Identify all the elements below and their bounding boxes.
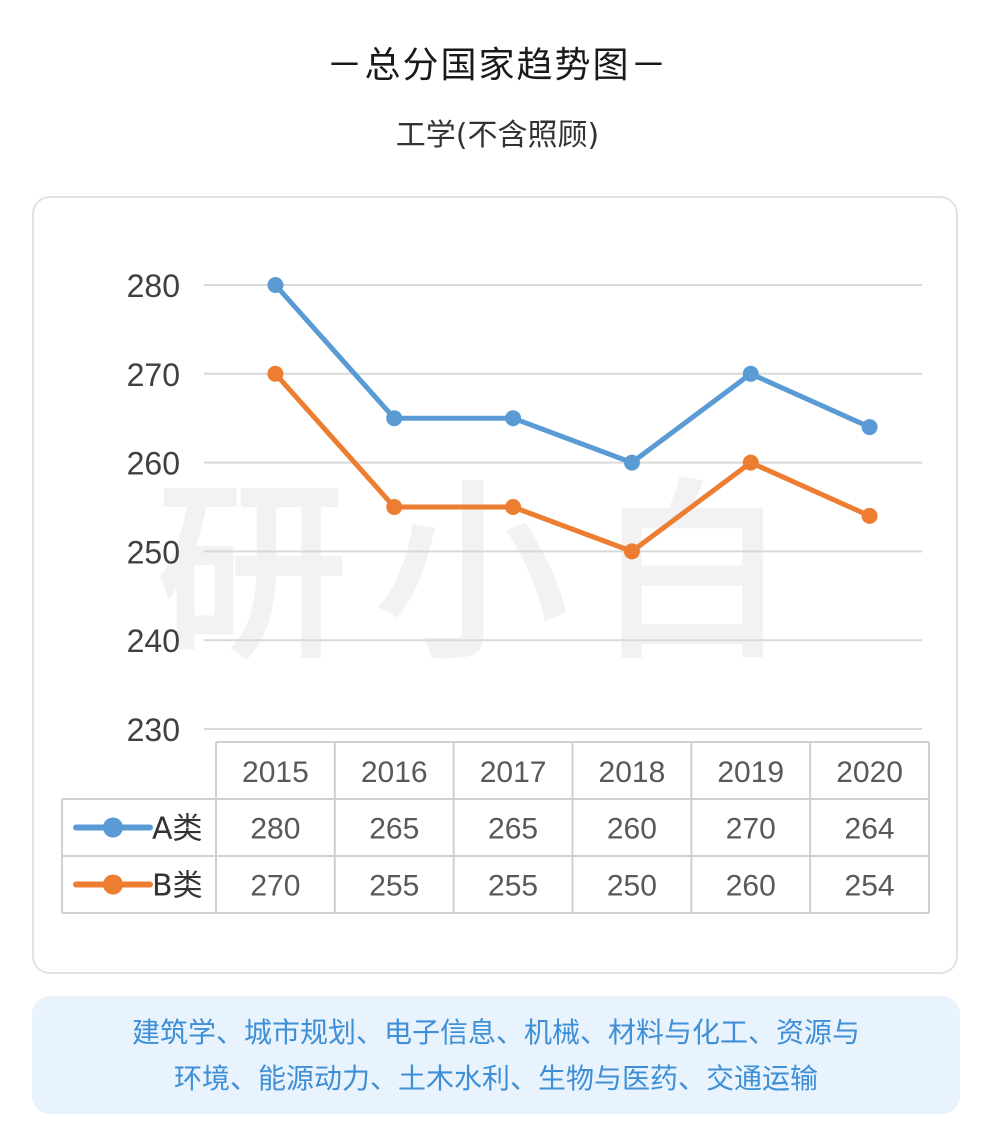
data-point-1 (267, 365, 284, 382)
data-label: 250 (607, 870, 657, 903)
legend-label: A类 (152, 812, 203, 847)
data-point-0 (267, 277, 284, 293)
data-point-1 (386, 499, 403, 515)
y-tick-label: 280 (127, 268, 180, 304)
data-label: 255 (369, 870, 419, 903)
data-label: 265 (488, 813, 538, 846)
data-label: 280 (250, 813, 300, 846)
chart-card (32, 196, 958, 974)
legend-marker-1 (103, 874, 123, 895)
data-point-0 (386, 410, 403, 427)
data-label: 260 (607, 813, 657, 846)
data-point-0 (861, 419, 878, 436)
data-point-1 (505, 499, 522, 515)
majors-note-line-2: 环境、能源动力、土木水利、生物与医药、交通运输 (173, 1062, 818, 1095)
legend-marker-0 (103, 817, 123, 838)
watermark-text: 研小白 (157, 464, 817, 685)
data-point-0 (623, 454, 640, 471)
data-point-1 (623, 543, 640, 560)
data-label: 270 (726, 813, 776, 846)
y-tick-label: 250 (127, 534, 180, 570)
series-line-0 (272, 282, 873, 466)
chart-subtitle: 工学(不含照顾) (395, 118, 600, 153)
data-label: 265 (369, 813, 419, 846)
x-tick-label: 2018 (599, 756, 666, 789)
majors-note: 建筑学、城市规划、电子信息、机械、材料与化工、资源与 环境、能源动力、土木水利、… (32, 996, 960, 1114)
x-tick-label: 2019 (717, 756, 784, 789)
data-label: 254 (845, 870, 895, 903)
data-label: 255 (488, 870, 538, 903)
data-label: 264 (845, 813, 895, 846)
x-tick-label: 2020 (836, 756, 903, 789)
y-tick-label: 260 (127, 446, 180, 482)
x-tick-label: 2017 (480, 756, 547, 789)
data-point-0 (742, 365, 759, 382)
y-tick-label: 240 (127, 623, 180, 659)
x-tick-label: 2016 (361, 756, 428, 789)
y-tick-label: 270 (127, 357, 180, 393)
data-point-0 (505, 410, 522, 427)
y-tick-label: 230 (127, 712, 180, 748)
series-line-1 (272, 371, 873, 554)
data-label: 260 (726, 870, 776, 903)
data-point-1 (861, 507, 878, 524)
majors-note-line-1: 建筑学、城市规划、电子信息、机械、材料与化工、资源与 (131, 1016, 860, 1049)
legend-label: B类 (152, 869, 203, 904)
x-tick-label: 2015 (242, 756, 309, 789)
data-point-1 (742, 454, 759, 471)
data-label: 270 (250, 870, 300, 903)
chart-title: －总分国家趋势图－ (326, 45, 669, 86)
